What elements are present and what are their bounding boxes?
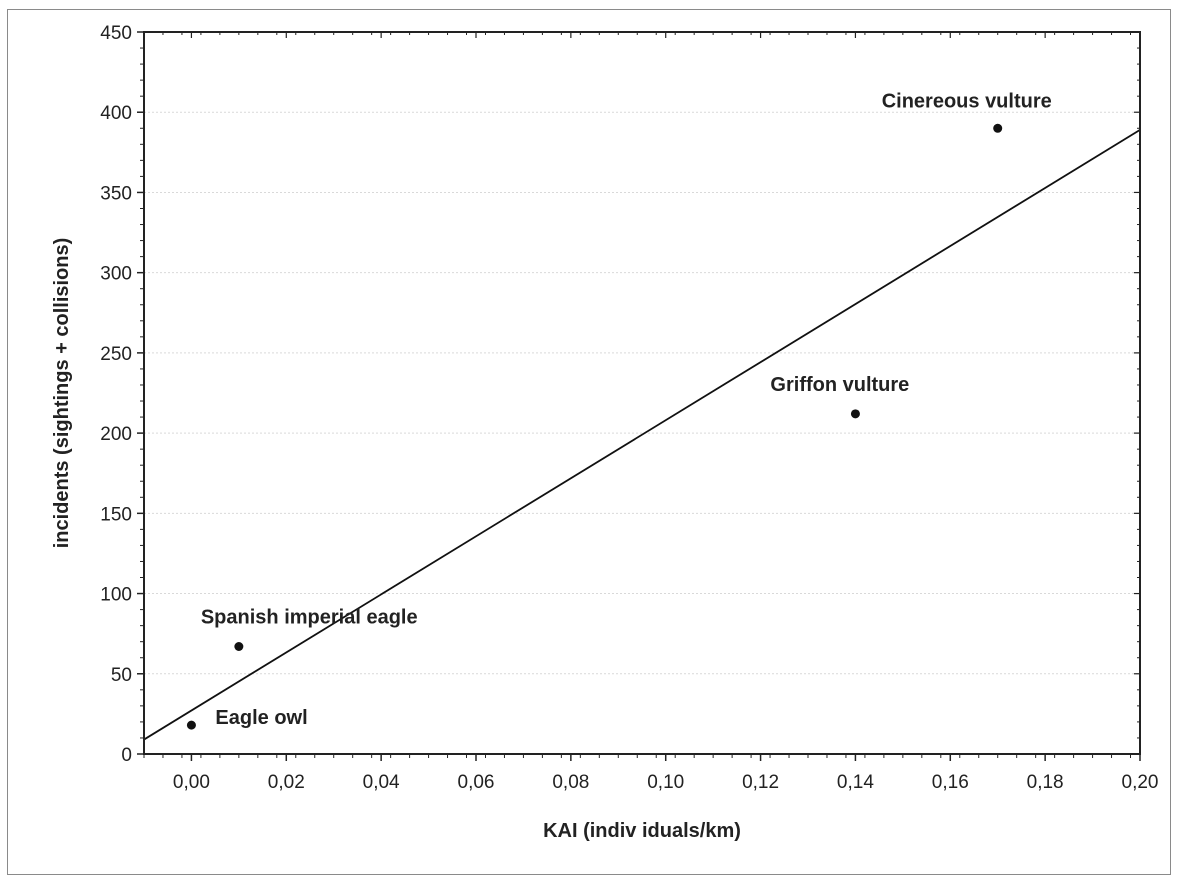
y-tick-label: 300 <box>100 264 132 285</box>
y-tick-labels: 0 50 100 150 200 250 300 350 400 450 <box>100 23 132 766</box>
x-tick-label: 0,20 <box>1122 772 1159 793</box>
y-tick-label: 450 <box>100 23 132 44</box>
data-point <box>234 642 244 652</box>
regression-line <box>143 129 1141 741</box>
y-tick-label: 150 <box>100 504 132 525</box>
plot-area-frame <box>143 31 1141 755</box>
y-tick-label: 50 <box>111 665 132 686</box>
y-tick-label: 0 <box>121 745 132 766</box>
y-axis-title: incidents (sightings + collisions) <box>51 238 73 549</box>
x-tick-label: 0,12 <box>742 772 779 793</box>
y-tick-label: 400 <box>100 103 132 124</box>
y-tick-label: 100 <box>100 585 132 606</box>
regression-line-group <box>143 129 1141 741</box>
x-tick-label: 0,06 <box>458 772 495 793</box>
y-tick-label: 350 <box>100 183 132 204</box>
x-axis-title: KAI (indiv iduals/km) <box>543 820 741 842</box>
data-point <box>850 409 860 419</box>
figure-frame <box>7 9 1171 875</box>
point-label: Griffon vulture <box>770 374 909 396</box>
x-tick-label: 0,04 <box>363 772 400 793</box>
y-tick-label: 200 <box>100 424 132 445</box>
x-tick-label: 0,10 <box>647 772 684 793</box>
point-label: Eagle owl <box>215 707 307 729</box>
x-tick-label: 0,02 <box>268 772 305 793</box>
x-tick-label: 0,14 <box>837 772 874 793</box>
x-tick-label: 0,16 <box>932 772 969 793</box>
point-label: Cinereous vulture <box>882 90 1052 112</box>
y-tick-label: 250 <box>100 344 132 365</box>
data-point <box>993 123 1003 133</box>
data-points: Eagle owl Spanish imperial eagle Griffon v… <box>186 90 1052 730</box>
x-tick-label: 0,00 <box>173 772 210 793</box>
point-label: Spanish imperial eagle <box>201 607 418 629</box>
data-point <box>186 720 196 730</box>
gridlines <box>144 111 1140 675</box>
x-tick-labels: 0,00 0,02 0,04 0,06 0,08 0,10 0,12 0,14 0,16 0,18… <box>173 772 1159 793</box>
x-tick-label: 0,08 <box>552 772 589 793</box>
x-tick-label: 0,18 <box>1027 772 1064 793</box>
